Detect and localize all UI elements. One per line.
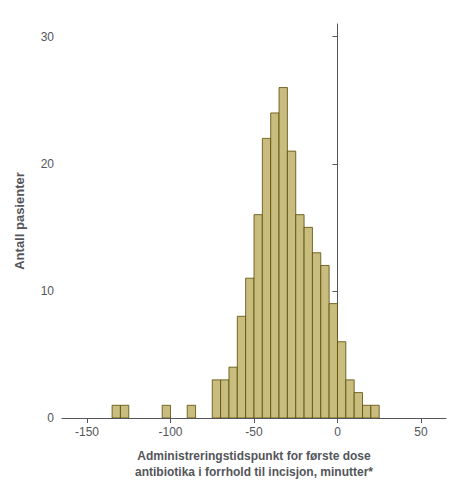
svg-text:-50: -50 [245, 425, 263, 439]
svg-text:0: 0 [47, 411, 54, 425]
svg-text:20: 20 [41, 157, 55, 171]
svg-text:Antall pasienter: Antall pasienter [12, 172, 27, 270]
svg-text:-100: -100 [159, 425, 183, 439]
svg-text:0: 0 [334, 425, 341, 439]
svg-text:antibiotika i forrhold til inc: antibiotika i forrhold til incisjon, min… [135, 465, 373, 479]
svg-text:Administreringstidspunkt for f: Administreringstidspunkt for første dose [137, 449, 371, 463]
svg-text:10: 10 [41, 284, 55, 298]
svg-text:-150: -150 [75, 425, 99, 439]
svg-text:50: 50 [414, 425, 428, 439]
svg-text:30: 30 [41, 30, 55, 44]
